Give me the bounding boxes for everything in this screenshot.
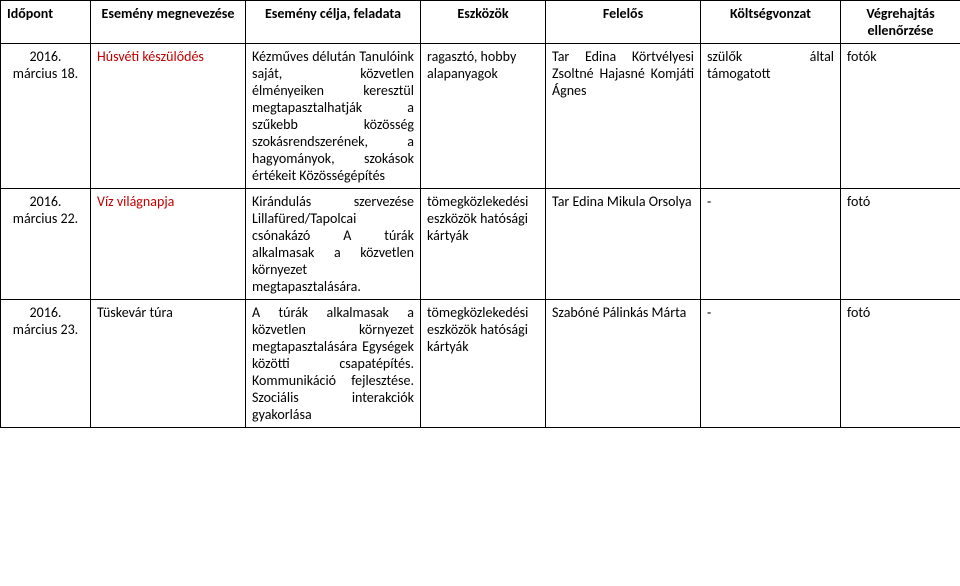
cell-time: 2016. március 18. bbox=[1, 44, 91, 189]
table-row: 2016. március 22. Víz világnapja Kirándu… bbox=[1, 189, 960, 300]
table-row: 2016. március 23. Tüskevár túra A túrák … bbox=[1, 300, 960, 428]
cell-tools: tömegközlekedési eszközök hatósági kárty… bbox=[421, 300, 546, 428]
cell-goal: A túrák alkalmasak a közvetlen környezet… bbox=[246, 300, 421, 428]
cell-check: fotó bbox=[841, 300, 960, 428]
cell-tools: ragasztó, hobby alapanyagok bbox=[421, 44, 546, 189]
cell-name: Víz világnapja bbox=[91, 189, 246, 300]
cell-responsible: Tar Edina Mikula Orsolya bbox=[546, 189, 701, 300]
event-table: Időpont Esemény megnevezése Esemény célj… bbox=[0, 0, 960, 428]
cell-goal: Kézműves délután Tanulóink saját, közvet… bbox=[246, 44, 421, 189]
table-row: 2016. március 18. Húsvéti készülődés Kéz… bbox=[1, 44, 960, 189]
cell-time: 2016. március 23. bbox=[1, 300, 91, 428]
header-time: Időpont bbox=[1, 1, 91, 44]
header-row: Időpont Esemény megnevezése Esemény célj… bbox=[1, 1, 960, 44]
header-check: Végrehajtás ellenőrzése bbox=[841, 1, 960, 44]
header-goal: Esemény célja, feladata bbox=[246, 1, 421, 44]
header-tools: Eszközök bbox=[421, 1, 546, 44]
cell-name: Tüskevár túra bbox=[91, 300, 246, 428]
header-name: Esemény megnevezése bbox=[91, 1, 246, 44]
cell-time: 2016. március 22. bbox=[1, 189, 91, 300]
table-body: 2016. március 18. Húsvéti készülődés Kéz… bbox=[1, 44, 960, 428]
header-cost: Költségvonzat bbox=[701, 1, 841, 44]
cell-cost: - bbox=[701, 189, 841, 300]
cell-check: fotók bbox=[841, 44, 960, 189]
cell-responsible: Szabóné Pálinkás Márta bbox=[546, 300, 701, 428]
cell-check: fotó bbox=[841, 189, 960, 300]
header-responsible: Felelős bbox=[546, 1, 701, 44]
table-header: Időpont Esemény megnevezése Esemény célj… bbox=[1, 1, 960, 44]
cell-cost: - bbox=[701, 300, 841, 428]
cell-name: Húsvéti készülődés bbox=[91, 44, 246, 189]
cell-tools: tömegközlekedési eszközök hatósági kárty… bbox=[421, 189, 546, 300]
cell-goal: Kirándulás szervezése Lillafüred/Tapolca… bbox=[246, 189, 421, 300]
cell-responsible: Tar Edina Körtvélyesi Zsoltné Hajasné Ko… bbox=[546, 44, 701, 189]
cell-cost: szülők által támogatott bbox=[701, 44, 841, 189]
